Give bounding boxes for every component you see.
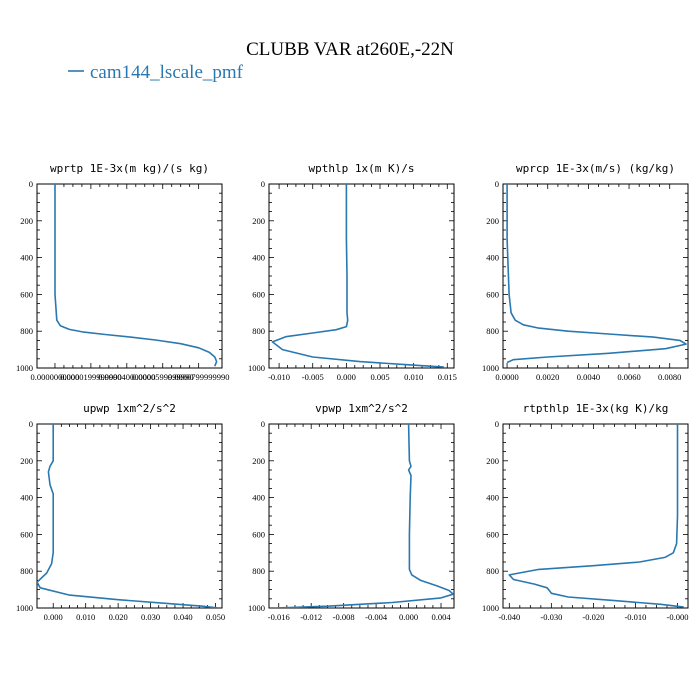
x-tick-label: 0.004 — [431, 612, 451, 622]
series-line — [54, 184, 218, 367]
series-line — [274, 424, 454, 608]
y-tick-label: 0 — [261, 419, 265, 429]
x-tick-label: -0.010 — [624, 612, 646, 622]
panel-title: wprtp 1E-3x(m kg)/(s kg) — [50, 162, 209, 175]
y-tick-label: 400 — [252, 493, 265, 503]
x-tick-label: -0.020 — [582, 612, 604, 622]
x-tick-label: 0.010 — [76, 612, 95, 622]
plot-frame — [502, 183, 689, 369]
y-tick-label: 600 — [20, 529, 33, 539]
y-tick-label: 400 — [486, 493, 499, 503]
y-tick-label: 1000 — [248, 363, 265, 373]
plot-frame — [36, 423, 223, 609]
y-tick-label: 800 — [486, 566, 499, 576]
y-tick-label: 600 — [486, 529, 499, 539]
y-tick-label: 0 — [261, 179, 265, 189]
y-tick-label: 400 — [252, 253, 265, 263]
y-tick-label: 800 — [486, 326, 499, 336]
x-tick-label: -0.010 — [268, 372, 290, 382]
x-tick-label: -0.016 — [268, 612, 290, 622]
x-tick-label: 0.0000599999990 — [132, 372, 194, 382]
y-tick-label: 600 — [252, 289, 265, 299]
x-tick-label: 0.000 — [337, 372, 356, 382]
y-tick-label: 0 — [495, 179, 499, 189]
x-tick-label: -0.030 — [540, 612, 562, 622]
x-tick-label: -0.000 — [667, 612, 689, 622]
y-tick-label: 600 — [486, 289, 499, 299]
panel-1: wprtp 1E-3x(m kg)/(s kg) 0 200 400 600 800 100… — [16, 162, 229, 382]
y-tick-label: 400 — [486, 253, 499, 263]
plot-frame — [36, 183, 223, 369]
series-line — [271, 184, 444, 368]
x-tick-label: 0.0000000000 — [31, 372, 80, 382]
panel-title: wprcp 1E-3x(m/s) (kg/kg) — [516, 162, 675, 175]
y-tick-label: 600 — [252, 529, 265, 539]
plot-frame — [268, 183, 455, 369]
figure-title: CLUBB VAR at260E,-22N — [246, 39, 454, 60]
x-tick-label: 0.000 — [399, 612, 418, 622]
series-line — [506, 184, 687, 364]
y-tick-label: 0 — [495, 419, 499, 429]
y-tick-label: 200 — [252, 216, 265, 226]
panel-2: wpthlp 1x(m K)/s 0 200 400 600 800 1000-0.010 -… — [248, 162, 457, 382]
x-tick-label: 0.0040 — [577, 372, 600, 382]
panel-title: vpwp 1xm^2/s^2 — [315, 402, 408, 415]
panel-title: wpthlp 1x(m K)/s — [309, 162, 415, 175]
x-tick-label: -0.005 — [302, 372, 324, 382]
x-tick-label: 0.020 — [109, 612, 128, 622]
x-tick-label: -0.040 — [498, 612, 520, 622]
x-tick-label: 0.0000799999990 — [168, 372, 230, 382]
y-tick-label: 800 — [252, 326, 265, 336]
y-tick-label: 200 — [486, 456, 499, 466]
y-tick-label: 800 — [252, 566, 265, 576]
y-tick-label: 200 — [20, 216, 33, 226]
panel-6: rtpthlp 1E-3x(kg K)/kg02004006008001000-… — [482, 402, 689, 622]
x-tick-label: 0.0080 — [658, 372, 681, 382]
legend: cam144_lscale_pmf — [68, 62, 244, 83]
series-line — [508, 424, 684, 608]
y-tick-label: 200 — [252, 456, 265, 466]
y-tick-label: 600 — [20, 289, 33, 299]
y-tick-label: 800 — [20, 566, 33, 576]
y-tick-label: 400 — [20, 253, 33, 263]
y-tick-label: 400 — [20, 493, 33, 503]
x-tick-label: 0.040 — [173, 612, 192, 622]
legend-label: cam144_lscale_pmf — [90, 62, 244, 83]
panel-title: upwp 1xm^2/s^2 — [83, 402, 176, 415]
x-tick-label: 0.030 — [141, 612, 160, 622]
y-tick-label: 200 — [486, 216, 499, 226]
y-tick-label: 1000 — [16, 363, 33, 373]
x-tick-label: 0.015 — [438, 372, 457, 382]
panel-3: wprcp 1E-3x(m/s) (kg/kg) 0 200 400 600 800 100… — [482, 162, 689, 382]
y-tick-label: 1000 — [482, 363, 499, 373]
y-tick-label: 200 — [20, 456, 33, 466]
y-tick-label: 800 — [20, 326, 33, 336]
y-tick-label: 0 — [29, 179, 33, 189]
x-tick-label: 0.000040000000 — [98, 372, 155, 382]
x-tick-label: -0.008 — [333, 612, 355, 622]
y-tick-label: 0 — [29, 419, 33, 429]
panel-4: upwp 1xm^2/s^2 0 200 400 600 800 1000 0.000 0.01… — [16, 402, 225, 622]
y-tick-label: 1000 — [16, 603, 33, 613]
x-tick-label: -0.012 — [300, 612, 322, 622]
x-tick-label: 0.050 — [206, 612, 225, 622]
y-tick-label: 1000 — [248, 603, 265, 613]
x-tick-label: 0.000 — [44, 612, 63, 622]
x-tick-label: -0.004 — [365, 612, 388, 622]
panel-5: vpwp 1xm^2/s^2 0 200 400 600 800 1000-0.016 -0.… — [248, 402, 455, 622]
x-tick-label: 0.0000199999990 — [60, 372, 122, 382]
x-tick-label: 0.0020 — [536, 372, 559, 382]
plot-frame — [502, 423, 689, 609]
x-tick-label: 0.005 — [370, 372, 389, 382]
y-tick-label: 1000 — [482, 603, 499, 613]
plot-frame — [268, 423, 455, 609]
chart-panels: wprtp 1E-3x(m kg)/(s kg) 0 200 400 600 800 100… — [16, 162, 689, 622]
panel-title: rtpthlp 1E-3x(kg K)/kg — [523, 402, 669, 415]
x-tick-label: 0.0000 — [495, 372, 518, 382]
series-line — [37, 424, 219, 608]
x-tick-label: 0.010 — [404, 372, 423, 382]
x-tick-label: 0.0060 — [617, 372, 640, 382]
